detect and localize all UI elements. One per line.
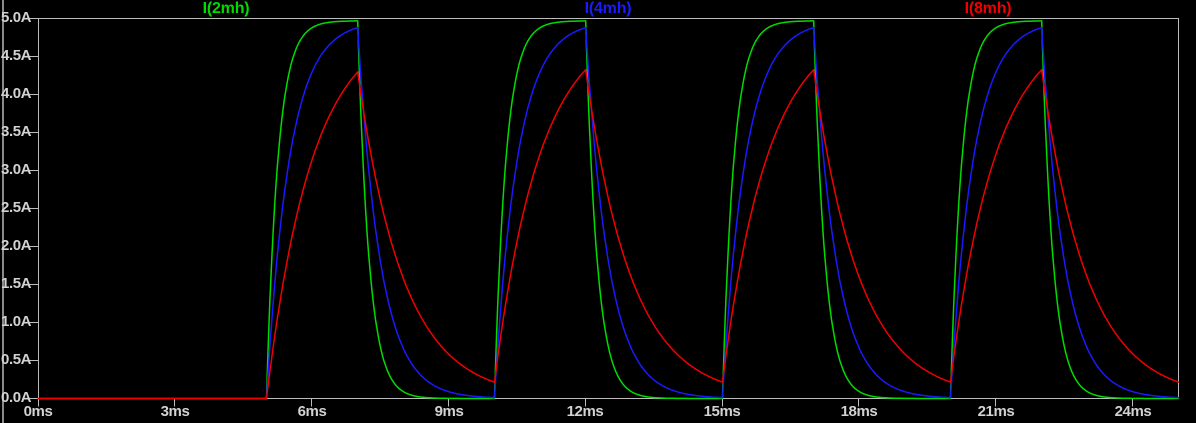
y-tick-label-5-0a: 5.0A: [1, 9, 32, 26]
trace-i-2mh-: [37, 20, 1180, 400]
x-tick-label-18ms: 18ms: [840, 403, 878, 420]
x-tick-label-9ms: 9ms: [434, 403, 464, 420]
y-tick-label-2-0a: 2.0A: [1, 237, 32, 254]
legend-trace-i-8mh[interactable]: I(8mh): [964, 0, 1012, 17]
y-tick-label-3-5a: 3.5A: [1, 123, 32, 140]
x-tick-label-6ms: 6ms: [297, 403, 327, 420]
y-tick-label-4-5a: 4.5A: [1, 47, 32, 64]
x-tick-label-15ms: 15ms: [703, 403, 741, 420]
trace-i-4mh-: [37, 26, 1180, 400]
plot-frame: [38, 18, 1179, 399]
y-tick-label-3-0a: 3.0A: [1, 161, 32, 178]
trace-i-8mh-: [37, 68, 1180, 400]
x-tick-label-3ms: 3ms: [160, 403, 190, 420]
y-tick-label-0-5a: 0.5A: [1, 351, 32, 368]
x-tick-label-12ms: 12ms: [566, 403, 604, 420]
legend-trace-i-2mh[interactable]: I(2mh): [202, 0, 250, 17]
x-tick-label-21ms: 21ms: [977, 403, 1015, 420]
y-tick-label-1-0a: 1.0A: [1, 313, 32, 330]
y-tick-label-4-0a: 4.0A: [1, 85, 32, 102]
y-tick-label-1-5a: 1.5A: [1, 275, 32, 292]
y-tick-label-2-5a: 2.5A: [1, 199, 32, 216]
window-left-border: [2, 0, 4, 423]
x-tick-label-0ms: 0ms: [23, 403, 53, 420]
y-tick-label-0-0a: 0.0A: [1, 389, 32, 406]
legend-trace-i-4mh[interactable]: I(4mh): [584, 0, 632, 17]
x-tick-label-24ms: 24ms: [1114, 403, 1152, 420]
